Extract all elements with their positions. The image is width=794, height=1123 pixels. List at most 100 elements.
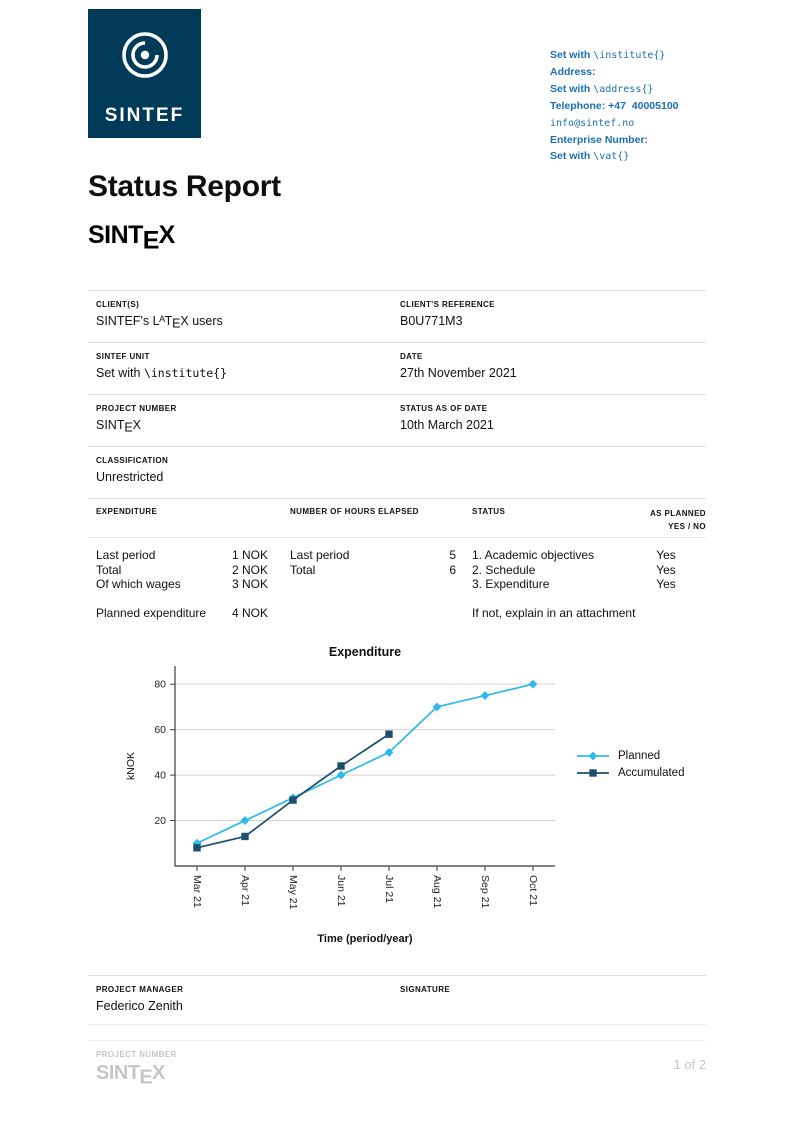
status-table-header: EXPENDITURE NUMBER OF HOURS ELAPSED STAT… [88,498,706,538]
svg-text:kNOK: kNOK [125,752,137,780]
client-reference-cell: CLIENT'S REFERENCE B0U771M3 [400,300,495,328]
legend-item-accumulated: Accumulated [576,767,684,779]
svg-text:Apr 21: Apr 21 [239,875,251,906]
as-planned-value: Yes [656,548,676,562]
svg-text:80: 80 [154,679,166,691]
status-date-value: 10th March 2021 [400,418,494,432]
table-row: Total 6 [290,562,456,577]
date-cell: DATE 27th November 2021 [400,352,517,380]
client-reference-label: CLIENT'S REFERENCE [400,300,495,309]
expenditure-chart: 20 40 60 80 Mar 21 Apr 21 May 21 Jun 21 Jul 21 Au… [125,645,555,945]
classification-value: Unrestricted [96,470,164,484]
contact-address: Set with \address{} [550,82,654,95]
email-link[interactable]: info@sintef.no [550,117,635,129]
project-number-value: SINTEX [96,418,141,435]
status-item: 2. Schedule [472,562,536,577]
planned-expenditure-row: Planned expenditure 4 NOK [96,606,268,620]
institute-macro: \institute{} [593,50,666,61]
clients-cell: CLIENT(S) SINTEF's LATEX users [96,300,223,331]
project-info-table: CLIENT(S) SINTEF's LATEX users CLIENT'S … [88,290,706,498]
date-value: 27th November 2021 [400,366,517,380]
sintef-unit-value: Set with \institute{} [96,366,228,380]
project-manager-value: Federico Zenith [96,999,183,1013]
as-planned-value: Yes [656,577,676,591]
project-number-label: PROJECT NUMBER [96,404,177,413]
address-macro: \address{} [593,83,654,95]
page-title: Status Report [88,170,281,203]
classification-cell: CLASSIFICATION Unrestricted [96,456,168,484]
project-manager-cell: PROJECT MANAGER Federico Zenith [96,985,183,1013]
hours-column: Last period 5 Total 6 [290,548,456,577]
square-marker-icon [577,769,609,777]
status-item: 3. Expenditure [472,577,550,591]
status-item: 1. Academic objectives [472,548,595,562]
footer-project-name-logo: SINTEX [96,1062,165,1089]
contact-enterprise-label: Enterprise Number: [550,134,649,147]
table-row: SINTEF UNIT Set with \institute{} DATE 2… [88,342,706,394]
svg-text:60: 60 [154,724,166,736]
svg-text:May 21: May 21 [287,875,299,910]
contact-institute: Set with \institute{} [550,49,666,61]
expenditure-header: EXPENDITURE [96,507,158,516]
svg-text:40: 40 [154,770,166,782]
svg-text:Expenditure: Expenditure [329,645,401,659]
table-row: Last period 1 NOK [96,548,268,562]
vat-macro: \vat{} [593,151,630,163]
chart-legend: Planned Accumulated [576,750,684,784]
page-footer: PROJECT NUMBER SINTEX 1 of 2 [88,1040,706,1102]
table-row: PROJECT NUMBER SINTEX STATUS AS OF DATE … [88,394,706,446]
table-row: CLIENT(S) SINTEF's LATEX users CLIENT'S … [88,290,706,342]
project-manager-label: PROJECT MANAGER [96,985,184,994]
svg-text:Jun 21: Jun 21 [335,875,347,907]
contact-vat: Set with \vat{} [550,150,630,163]
client-reference-value: B0U771M3 [400,314,463,328]
sintef-logo-text: SINTEF [104,105,185,126]
as-planned-header: AS PLANNED YES / NO [649,509,706,531]
legend-item-planned: Planned [576,750,684,762]
status-date-cell: STATUS AS OF DATE 10th March 2021 [400,404,494,432]
as-planned-column: Yes Yes Yes [626,548,706,592]
page-indicator: 1 of 2 [673,1057,706,1072]
contact-address-label: Address: [550,66,596,79]
classification-label: CLASSIFICATION [96,456,169,465]
status-table-body: Last period 1 NOK Total 2 NOK Of which wag… [88,538,706,638]
footer-project-number-label: PROJECT NUMBER [96,1050,177,1059]
table-row: Of which wages 3 NOK [96,577,268,591]
svg-text:Aug 21: Aug 21 [431,875,443,908]
status-note: If not, explain in an attachment [472,606,636,620]
svg-text:Mar 21: Mar 21 [191,875,203,908]
status-date-label: STATUS AS OF DATE [400,404,488,413]
legend-label: Planned [618,750,661,762]
contact-block: Set with \institute{} Address: Set with … [550,47,770,166]
signature-label: SIGNATURE [400,985,451,994]
svg-text:Time (period/year): Time (period/year) [317,933,412,945]
svg-text:20: 20 [154,815,166,827]
table-row: CLASSIFICATION Unrestricted [88,446,706,498]
svg-text:Jul 21: Jul 21 [383,875,395,903]
legend-label: Accumulated [618,767,685,779]
project-name-logo: SINTEX [88,221,175,255]
sintef-unit-label: SINTEF UNIT [96,352,150,361]
contact-telephone: Telephone: +47 40005100 [550,100,679,113]
date-label: DATE [400,352,423,361]
svg-text:Oct 21: Oct 21 [527,875,539,906]
signature-cell: SIGNATURE [400,985,450,994]
as-planned-value: Yes [656,562,676,577]
hours-header: NUMBER OF HOURS ELAPSED [290,507,419,516]
status-column: 1. Academic objectives 2. Schedule 3. Ex… [472,548,635,621]
sintef-logo-box: SINTEF [88,9,201,138]
sintef-logo-icon [121,32,168,78]
svg-text:Sep 21: Sep 21 [479,875,491,908]
sintef-unit-cell: SINTEF UNIT Set with \institute{} [96,352,227,380]
project-number-cell: PROJECT NUMBER SINTEX [96,404,177,435]
expenditure-column: Last period 1 NOK Total 2 NOK Of which wag… [96,548,268,621]
table-row: Total 2 NOK [96,562,268,577]
status-header: STATUS [472,507,506,516]
clients-value: SINTEF's LATEX users [96,314,223,331]
signoff-section: PROJECT MANAGER Federico Zenith SIGNATUR… [88,975,706,1025]
clients-label: CLIENT(S) [96,300,140,309]
table-row: Last period 5 [290,548,456,562]
status-summary-table: EXPENDITURE NUMBER OF HOURS ELAPSED STAT… [88,498,706,638]
diamond-marker-icon [577,751,609,761]
